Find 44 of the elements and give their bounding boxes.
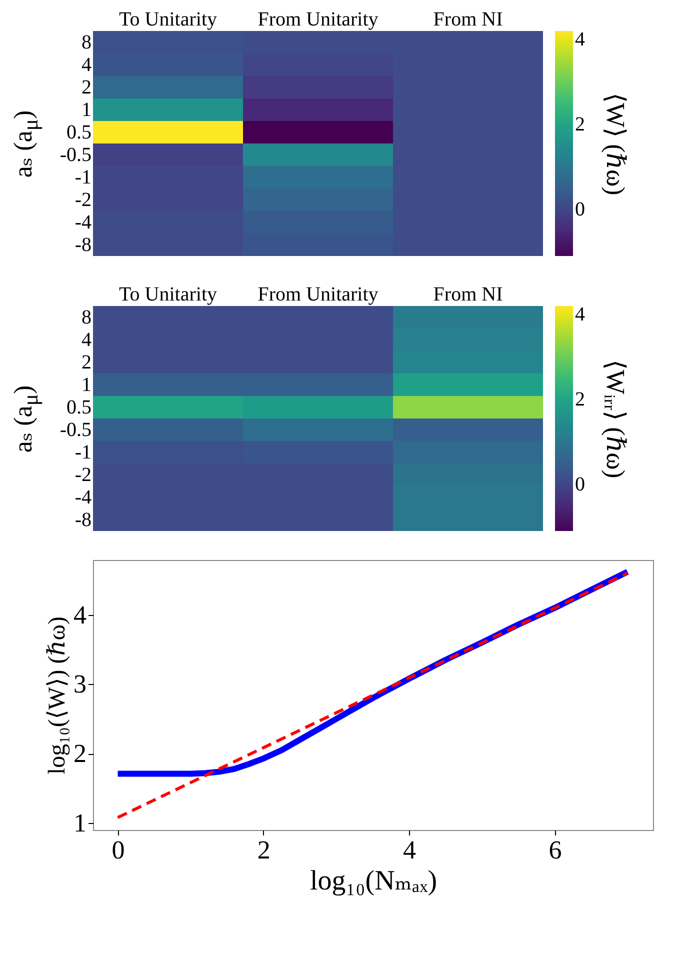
- y-tick-label: -4: [74, 486, 92, 508]
- x-tick-label: From Unitarity: [258, 284, 378, 306]
- y-tick-label: 4: [82, 54, 92, 76]
- y-tick-label: 2: [82, 76, 92, 98]
- y-tick-label: -2: [74, 464, 92, 486]
- y-tick-label: 4: [74, 600, 86, 630]
- color-bar-label: 0: [575, 198, 585, 220]
- y-tick-label: 3: [74, 670, 86, 699]
- y-tick-label: 8: [82, 306, 92, 328]
- y-tick-label: -0.5: [60, 418, 92, 441]
- x-axis-title: log₁₀(Nₘₐₓ): [310, 866, 438, 896]
- y-tick-label: 0.5: [66, 121, 92, 144]
- color-bar-label: 0: [575, 473, 585, 496]
- x-tick-label: To Unitarity: [118, 284, 218, 306]
- y-tick-label: 2: [82, 351, 92, 374]
- y-tick-label: 1: [82, 374, 92, 396]
- color-bar-label: 4: [575, 28, 585, 50]
- y-tick-label: -8: [74, 234, 92, 256]
- y-tick-label: -0.5: [60, 144, 92, 166]
- y-tick-label: -2: [74, 188, 92, 211]
- y-tick-label: 1: [74, 808, 86, 838]
- color-bar-label: 4: [575, 303, 585, 326]
- axis-title: ⟨W⟩ (ℏω): [600, 92, 630, 195]
- y-tick-label: -4: [74, 211, 92, 234]
- y-tick-label: 2: [74, 739, 86, 768]
- axis-title: ⟨Wᵢᵣᵣ⟩ (ℏω): [600, 359, 630, 478]
- y-tick-label: -1: [74, 441, 92, 464]
- color-bar-label: 2: [575, 388, 585, 410]
- y-tick-label: 1: [82, 98, 92, 121]
- x-tick-label: To Unitarity: [118, 8, 218, 30]
- x-tick-label: 0: [112, 836, 125, 864]
- y-tick-label: 4: [82, 328, 92, 351]
- y-axis-title: log₁₀(⟨W⟩) (ℏω): [44, 616, 70, 775]
- x-tick-label: 4: [403, 836, 416, 864]
- color-bar-label: 2: [575, 113, 585, 136]
- x-tick-label: 2: [257, 836, 270, 864]
- x-tick-label: From NI: [433, 8, 503, 30]
- x-tick-label: 6: [548, 836, 562, 864]
- x-tick-label: From NI: [433, 284, 503, 306]
- y-tick-label: 0.5: [66, 396, 92, 418]
- x-tick-label: From Unitarity: [258, 8, 378, 30]
- y-tick-label: -8: [74, 508, 92, 531]
- y-tick-label: -1: [74, 166, 92, 188]
- y-tick-label: 8: [82, 31, 92, 54]
